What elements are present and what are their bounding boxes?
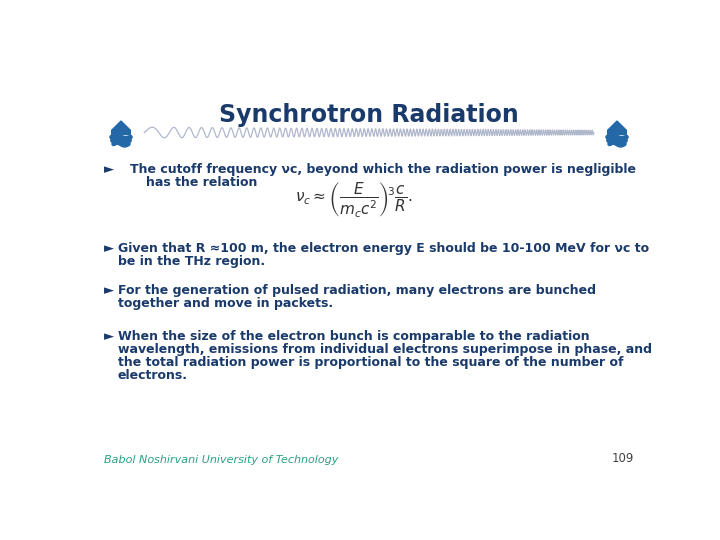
Text: ►: ► (104, 164, 114, 177)
Text: wavelength, emissions from individual electrons superimpose in phase, and: wavelength, emissions from individual el… (118, 343, 652, 356)
Text: Synchrotron Radiation: Synchrotron Radiation (219, 103, 519, 127)
Text: has the relation: has the relation (145, 177, 257, 190)
Text: electrons.: electrons. (118, 369, 188, 382)
Text: 109: 109 (612, 452, 634, 465)
Text: be in the THz region.: be in the THz region. (118, 255, 265, 268)
Text: When the size of the electron bunch is comparable to the radiation: When the size of the electron bunch is c… (118, 330, 590, 343)
Text: Given that R ≈100 m, the electron energy E should be 10-100 MeV for νc to: Given that R ≈100 m, the electron energy… (118, 242, 649, 255)
Text: For the generation of pulsed radiation, many electrons are bunched: For the generation of pulsed radiation, … (118, 284, 596, 297)
Text: ►: ► (104, 242, 114, 255)
Polygon shape (112, 121, 130, 134)
Text: $\nu_c \approx \left(\dfrac{E}{m_c c^2}\right)^{\!3} \dfrac{c}{R}.$: $\nu_c \approx \left(\dfrac{E}{m_c c^2}\… (294, 180, 413, 219)
Text: ►: ► (104, 330, 114, 343)
Text: Babol Noshirvani University of Technology: Babol Noshirvani University of Technolog… (104, 455, 338, 465)
Text: the total radiation power is proportional to the square of the number of: the total radiation power is proportiona… (118, 356, 624, 369)
Text: together and move in packets.: together and move in packets. (118, 298, 333, 310)
Polygon shape (608, 121, 626, 134)
Text: ►: ► (104, 284, 114, 297)
Text: The cutoff frequency νc, beyond which the radiation power is negligible: The cutoff frequency νc, beyond which th… (130, 164, 636, 177)
